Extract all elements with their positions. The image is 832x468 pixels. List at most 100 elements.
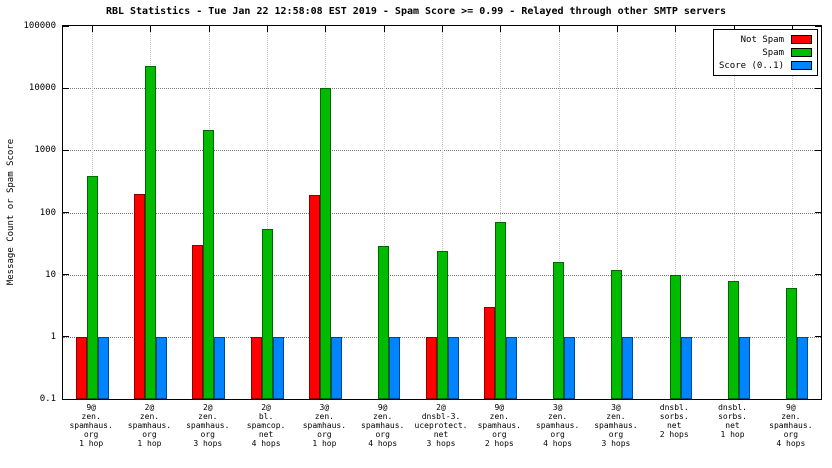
legend-swatch xyxy=(791,35,812,44)
legend-label: Score (0..1) xyxy=(718,60,784,71)
bar-score-0-1- xyxy=(622,337,633,399)
x-tick-label-line: org xyxy=(83,430,99,439)
x-tick-label-line: zen. xyxy=(81,412,101,421)
x-tick-label-line: spamhaus. xyxy=(186,421,230,430)
x-tick-label-line: 9@ xyxy=(86,403,96,412)
legend-entry: Spam xyxy=(719,46,812,59)
y-axis-tick xyxy=(63,25,69,27)
bar-score-0-1- xyxy=(448,337,459,399)
x-tick-label-line: 9@ xyxy=(377,403,388,412)
bar-score-0-1- xyxy=(739,337,750,399)
x-tick-label-line: 2 hops xyxy=(659,430,689,439)
bar-spam xyxy=(495,222,506,399)
x-tick-label-line: sorbs. xyxy=(718,412,747,421)
x-tick-label-line: spamhaus. xyxy=(69,421,113,430)
x-tick-label-line: 3 hops xyxy=(601,439,631,448)
x-tick-label-line: 2@ xyxy=(202,403,213,412)
x-tick-label-line: dnsbl. xyxy=(659,403,689,412)
legend-label: Spam xyxy=(762,47,784,58)
y-tick-label: 10000 xyxy=(28,83,56,94)
y-axis-tick xyxy=(63,149,69,151)
x-tick-label: 9@ zen. spamhaus. org 1 hop xyxy=(62,403,120,448)
x-tick-label-line: 4 hops xyxy=(776,439,806,448)
x-gridline xyxy=(558,26,560,399)
legend-entry: Score (0..1) xyxy=(719,59,812,72)
x-tick-label-line: 3 hops xyxy=(426,439,456,448)
x-gridline xyxy=(675,26,677,399)
x-tick-label: 2@ bl. spamcop. net 4 hops xyxy=(237,403,295,448)
legend-swatch xyxy=(791,48,812,57)
y-axis-tick xyxy=(815,25,821,27)
x-tick-label-line: net xyxy=(666,421,682,430)
x-tick-label-line: zen. xyxy=(373,412,393,421)
legend: Not Spam Spam Score (0..1) xyxy=(712,29,818,76)
bar-not-spam xyxy=(426,337,437,399)
bar-score-0-1- xyxy=(564,337,575,399)
x-axis-tick xyxy=(500,26,502,32)
x-gridline xyxy=(267,26,269,399)
x-tick-label-line: org xyxy=(492,430,507,439)
y-axis-tick xyxy=(815,87,821,89)
x-tick-label-line: zen. xyxy=(489,412,509,421)
x-tick-label-line: zen. xyxy=(781,412,801,421)
x-tick-label-line: 4 hops xyxy=(251,439,281,448)
x-axis-labels: 9@ zen. spamhaus. org 1 hop 2@ zen. spamhaus. or… xyxy=(62,403,822,463)
x-tick-label-line: spamhaus. xyxy=(127,421,172,430)
x-tick-label-line: 4 hops xyxy=(543,439,573,448)
x-axis-tick xyxy=(92,26,94,32)
x-tick-label-line: org xyxy=(200,430,215,439)
y-axis-tick xyxy=(63,274,69,276)
bar-spam xyxy=(262,229,273,399)
chart-title: RBL Statistics - Tue Jan 22 12:58:08 EST… xyxy=(105,6,727,17)
x-tick-label-line: spamcop. xyxy=(246,421,286,430)
bar-not-spam xyxy=(134,194,145,399)
x-tick-label-line: spamhaus. xyxy=(361,421,405,430)
bar-spam xyxy=(728,281,739,399)
bar-spam xyxy=(670,275,681,399)
x-tick-label-line: spamhaus. xyxy=(769,421,813,430)
y-axis-tick xyxy=(63,336,69,338)
bar-spam xyxy=(378,246,389,399)
x-axis-tick xyxy=(616,26,618,32)
x-axis-tick xyxy=(442,26,443,32)
x-gridline xyxy=(442,26,443,399)
x-tick-label-line: 3 hops xyxy=(193,439,223,448)
x-tick-label-line: 2@ xyxy=(261,403,271,412)
x-tick-label-line: 4 hops xyxy=(368,439,398,448)
y-tick-label: 1 xyxy=(50,331,56,342)
x-tick-label-line: spamhaus. xyxy=(477,421,521,430)
bar-score-0-1- xyxy=(214,337,225,399)
x-tick-label-line: 1 hop xyxy=(79,439,104,448)
y-tick-label: 100 xyxy=(39,207,56,218)
x-tick-label: 3@ zen. spamhaus. org 1 hop xyxy=(295,403,353,448)
bar-not-spam xyxy=(484,307,495,399)
x-tick-label: dnsbl. sorbs. net 2 hops xyxy=(645,403,703,439)
plot-area: Not Spam Spam Score (0..1) xyxy=(62,25,822,400)
x-tick-label-line: zen. xyxy=(314,412,334,421)
x-tick-label-line: 9@ xyxy=(494,403,505,412)
x-axis-tick xyxy=(558,26,560,32)
y-axis-tick xyxy=(63,398,69,400)
bar-score-0-1- xyxy=(156,337,167,399)
x-tick-label-line: 2@ xyxy=(436,403,446,412)
x-tick-label-line: spamhaus. xyxy=(535,421,580,430)
x-tick-label-line: org xyxy=(550,430,565,439)
legend-label: Not Spam xyxy=(740,34,784,45)
x-tick-label: 2@ zen. spamhaus. org 3 hops xyxy=(179,403,237,448)
x-tick-label-line: sorbs. xyxy=(659,412,689,421)
y-axis-tick xyxy=(815,398,821,400)
bar-spam xyxy=(611,270,622,399)
x-tick-label: 3@ zen. spamhaus. org 3 hops xyxy=(587,403,645,448)
x-tick-label-line: 2@ xyxy=(144,403,155,412)
y-axis-tick xyxy=(63,212,69,213)
x-tick-label-line: org xyxy=(317,430,332,439)
bar-not-spam xyxy=(251,337,262,399)
bar-spam xyxy=(553,262,564,399)
x-tick-label-line: dnsbl. xyxy=(718,403,747,412)
x-gridline xyxy=(616,26,618,399)
bar-spam xyxy=(203,130,214,399)
y-axis-tick xyxy=(63,87,69,89)
x-tick-label: dnsbl. sorbs. net 1 hop xyxy=(704,403,762,439)
x-tick-label-line: 1 hop xyxy=(720,430,745,439)
x-tick-label-line: dnsbl-3. xyxy=(421,412,461,421)
